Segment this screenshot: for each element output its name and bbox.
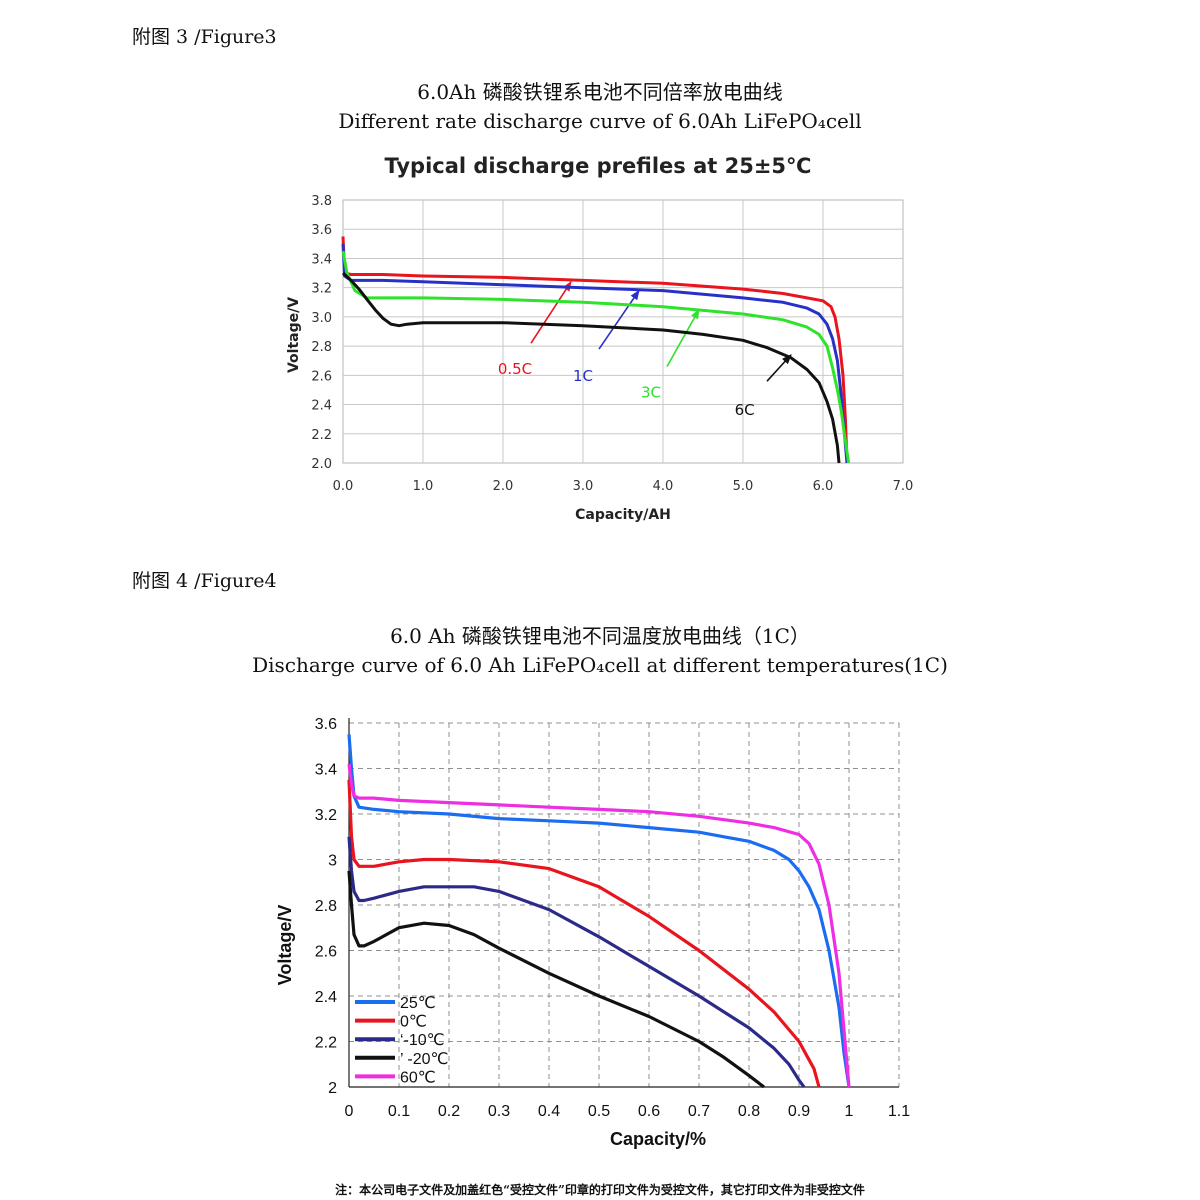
- legend-25℃-label: 25℃: [400, 995, 436, 1012]
- chart1-y-tick: 2.0: [311, 457, 332, 472]
- chart2-x-tick: 0: [345, 1103, 354, 1120]
- temperature-discharge-chart: 0 0.1 0.2 0.3 0.4 0.5 0.6 0.7 0.8 0.9 1 1.1 2 2.2 2.4 2…: [275, 716, 910, 1149]
- chart1-x-axis-label: Capacity/AH: [575, 507, 671, 523]
- series-0℃-line: [347, 779, 821, 1088]
- legend-0℃-label: 0℃: [400, 1014, 427, 1031]
- series-0.5C-line: [341, 236, 849, 464]
- figure4-caption-cn: 6.0 Ah 磷酸铁锂电池不同温度放电曲线（1C）: [390, 624, 810, 648]
- chart2-y-tick: 3.6: [315, 716, 337, 733]
- chart1-x-tick: 2.0: [493, 479, 514, 494]
- figure4-label: 附图 4 /Figure4: [132, 570, 277, 592]
- series-3C-arrow: [666, 308, 700, 367]
- series-6C-label: 6C: [735, 401, 755, 419]
- chart2-x-axis-label: Capacity/%: [610, 1129, 706, 1149]
- chart1-x-tick: 3.0: [573, 479, 594, 494]
- chart2-y-tick: 2.6: [315, 944, 337, 961]
- discharge-rate-chart: Typical discharge prefiles at 25±5℃ 0.0 1.…: [286, 154, 914, 523]
- chart1-y-axis-label: Voltage/V: [286, 297, 302, 373]
- chart2-y-tick: 2.4: [315, 989, 337, 1006]
- legend--20℃-label: ’ -20℃: [400, 1051, 449, 1068]
- chart2-x-tick: 0.4: [538, 1103, 560, 1120]
- chart2-y-tick: 3.2: [315, 807, 337, 824]
- chart1-y-tick: 3.6: [311, 223, 332, 238]
- chart2-x-tick: 0.6: [638, 1103, 660, 1120]
- series-0.5C-label: 0.5C: [498, 360, 532, 378]
- chart2-x-tick: 0.1: [388, 1103, 410, 1120]
- series-6C-arrow: [766, 354, 792, 382]
- chart2-y-tick: 3.4: [315, 762, 337, 779]
- chart1-y-tick: 3.4: [311, 252, 332, 267]
- chart1-y-tick: 2.8: [311, 340, 332, 355]
- series-60℃-line: [347, 763, 851, 1088]
- series--10℃-line: [347, 836, 806, 1088]
- figure3-label: 附图 3 /Figure3: [132, 26, 277, 48]
- legend--10℃-label: ‘-10℃: [400, 1032, 445, 1049]
- footnote: 注：本公司电子文件及加盖红色“受控文件”印章的打印文件为受控文件，其它打印文件为…: [335, 1183, 865, 1197]
- figure4-caption-en: Discharge curve of 6.0 Ah LiFePO₄cell at…: [252, 653, 948, 677]
- chart1-y-tick: 3.0: [311, 311, 332, 326]
- chart2-y-tick: 2.8: [315, 898, 337, 915]
- series-6C-line: [341, 271, 841, 464]
- figure3-caption-en: Different rate discharge curve of 6.0Ah …: [338, 109, 862, 133]
- series-1C-label: 1C: [573, 367, 593, 385]
- chart2-y-tick: 2: [328, 1080, 337, 1097]
- chart1-x-tick: 4.0: [653, 479, 674, 494]
- chart2-x-tick: 0.9: [788, 1103, 810, 1120]
- series-0.5C-arrow: [530, 280, 572, 344]
- chart2-x-tick: 0.3: [488, 1103, 510, 1120]
- series--20℃-line: [347, 870, 765, 1089]
- series-3C-label: 3C: [641, 383, 661, 401]
- chart1-title: Typical discharge prefiles at 25±5℃: [385, 154, 812, 178]
- chart1-y-tick: 3.2: [311, 282, 332, 297]
- legend-60℃-label: 60℃: [400, 1069, 436, 1086]
- chart2-x-tick: 0.2: [438, 1103, 460, 1120]
- figure3-caption-cn: 6.0Ah 磷酸铁锂系电池不同倍率放电曲线: [417, 80, 783, 104]
- chart1-y-tick: 2.6: [311, 369, 332, 384]
- chart2-x-tick: 0.7: [688, 1103, 710, 1120]
- chart2-x-tick: 0.5: [588, 1103, 610, 1120]
- chart2-y-tick: 3: [328, 853, 337, 870]
- chart2-y-tick: 2.2: [315, 1035, 337, 1052]
- chart2-x-tick: 0.8: [738, 1103, 760, 1120]
- series-1C-line: [341, 243, 849, 464]
- chart2-x-tick: 1: [845, 1103, 854, 1120]
- chart1-x-tick: 5.0: [733, 479, 754, 494]
- chart1-y-tick: 2.2: [311, 428, 332, 443]
- chart1-x-tick: 1.0: [413, 479, 434, 494]
- chart1-x-tick: 6.0: [813, 479, 834, 494]
- chart2-x-tick: 1.1: [888, 1103, 910, 1120]
- chart1-y-tick: 2.4: [311, 399, 332, 414]
- chart1-x-tick: 7.0: [893, 479, 914, 494]
- chart1-y-tick: 3.8: [311, 194, 332, 209]
- chart1-x-tick: 0.0: [333, 479, 354, 494]
- chart1-plot-border: [342, 199, 904, 464]
- series-1C-arrow: [598, 289, 640, 350]
- chart2-y-axis-label: Voltage/V: [275, 905, 295, 986]
- series-25℃-line: [347, 734, 851, 1088]
